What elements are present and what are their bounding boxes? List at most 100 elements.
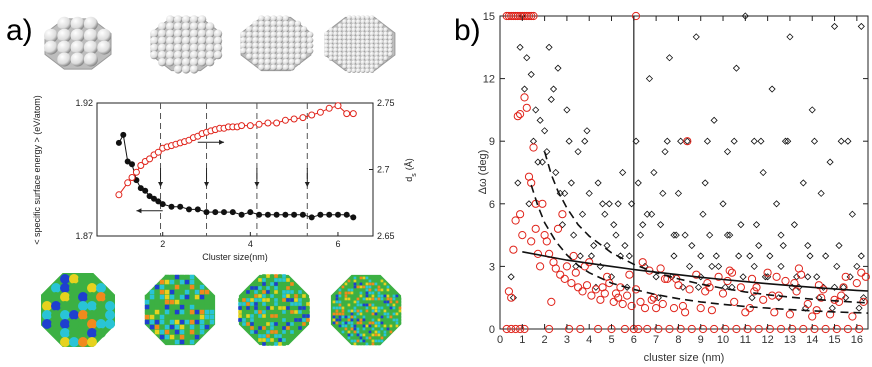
series-b-circle-point [808, 312, 817, 321]
series-b-diamond-point [659, 189, 667, 197]
chart-a-ticks: 2 4 6 1.87 1.92 2.65 2.7 2.75 [75, 98, 394, 249]
series-a-1-point [221, 209, 227, 216]
series-b-diamond-point [599, 200, 607, 208]
series-b-circle-point [640, 304, 650, 313]
series-b-diamond-point [632, 137, 640, 145]
series-b-diamond-point [683, 137, 691, 145]
series-b-diamond-point [523, 54, 531, 62]
vline-arrowhead-3 [254, 182, 260, 187]
series-b-circle-point [623, 291, 632, 300]
series-b-diamond-point [759, 168, 767, 177]
series-b-diamond-point [853, 262, 861, 270]
series-b-diamond-point [837, 137, 845, 145]
series-b-circle-point [538, 199, 547, 208]
series-b-diamond-point [806, 252, 814, 260]
series-b-circle-point [553, 224, 563, 233]
series-b-diamond-point [739, 273, 747, 281]
chart-b-ylabel: Δω (deg) [477, 150, 489, 195]
series-b-diamond-point [583, 127, 591, 135]
series-a-1-point [350, 214, 357, 221]
series-b-diamond-point [665, 54, 674, 62]
series-b-circle-point [531, 224, 540, 233]
series-b-diamond-point [706, 231, 714, 239]
series-a-1-point [326, 211, 333, 218]
series-b-circle-point [507, 11, 516, 21]
series-b-circle-point [772, 272, 781, 281]
series-b-diamond-point [520, 85, 529, 93]
series-b-diamond-point [857, 22, 865, 30]
series-a-1-point [247, 209, 254, 216]
series-b-diamond-point [592, 283, 600, 291]
b-xtick-label: 15 [828, 334, 840, 346]
series-b-circle-point [567, 279, 576, 288]
series-b-circle-point [841, 272, 850, 281]
series-b-circle-point [545, 324, 554, 334]
series-b-diamond-point [570, 231, 578, 239]
series-b-circle-point [821, 324, 830, 334]
svg-text:ds(Å): ds (Å) [404, 158, 418, 182]
series-b-diamond-point [603, 241, 611, 250]
series-b-diamond-point [846, 273, 854, 281]
series-b-circle-point [560, 274, 569, 283]
series-b-diamond-point [619, 168, 627, 177]
series-b-diamond-point [735, 252, 743, 260]
series-b-circle-point [788, 324, 797, 334]
chart-a-arrows [136, 139, 225, 214]
series-b-circle-point [819, 285, 828, 294]
series-b-circle-point [574, 283, 583, 292]
series-b-circle-point [839, 283, 848, 292]
chart-a-ylabel-left: < specific surface energy > (eV/atom) [32, 95, 42, 245]
series-a-1-point [159, 201, 166, 208]
series-b-diamond-point [576, 252, 584, 260]
series-b-diamond-point [558, 221, 567, 229]
series-b-diamond-point [830, 22, 839, 30]
series-b-diamond-point [661, 148, 669, 156]
chart-b-series [502, 11, 870, 334]
series-b-diamond-point [726, 231, 734, 239]
b-xtick-label: 1 [519, 334, 525, 346]
series-a-2-point [154, 148, 162, 156]
series-b-circle-point [727, 268, 737, 277]
series-b-circle-point [701, 287, 710, 296]
series-b-circle-point [556, 270, 565, 279]
b-ytick-label: 3 [489, 261, 495, 273]
series-b-circle-point [830, 295, 839, 304]
series-b-diamond-point [545, 43, 553, 51]
series-b-circle-point [565, 324, 574, 334]
series-b-diamond-point [777, 262, 785, 270]
series-b-circle-point [687, 324, 696, 334]
series-b-diamond-point [790, 221, 798, 229]
series-b-diamond-point [634, 179, 642, 187]
series-b-diamond-point [826, 158, 834, 166]
chart-a-ylabel-right-unit: (Å) [404, 158, 414, 170]
series-b-diamond-point [612, 231, 620, 239]
series-a-2-point [238, 122, 246, 130]
series-a-1-point [142, 187, 149, 194]
series-b-circle-point [658, 299, 667, 309]
a-ytick-right-label: 2.75 [377, 98, 395, 108]
series-b-diamond-point [699, 210, 707, 218]
series-a-2-point [146, 155, 154, 163]
series-b-circle-point [511, 324, 520, 334]
vline-arrowhead-2 [204, 182, 210, 187]
series-b-circle-point [516, 11, 525, 21]
series-b-diamond-point [779, 241, 787, 250]
a-ytick-left-label: 1.92 [75, 98, 93, 108]
series-b-diamond-point [677, 137, 685, 145]
series-b-diamond-point [525, 200, 533, 208]
series-b-diamond-point [752, 221, 761, 229]
series-b-diamond-point [645, 75, 653, 83]
series-b-circle-point [631, 11, 641, 21]
series-b-diamond-point [610, 221, 618, 229]
series-b-diamond-point [723, 231, 732, 239]
series-b-diamond-point [701, 179, 709, 187]
series-b-circle-point [649, 293, 659, 302]
b-xtick-label: 16 [851, 334, 863, 346]
series-b-diamond-point [616, 252, 625, 260]
series-b-circle-point [527, 237, 536, 246]
series-b-diamond-point [842, 294, 850, 302]
series-b-circle-point [516, 210, 525, 219]
series-b-circle-point [721, 324, 730, 334]
series-a-2-point [290, 115, 298, 123]
b-ytick-label: 6 [489, 199, 495, 211]
